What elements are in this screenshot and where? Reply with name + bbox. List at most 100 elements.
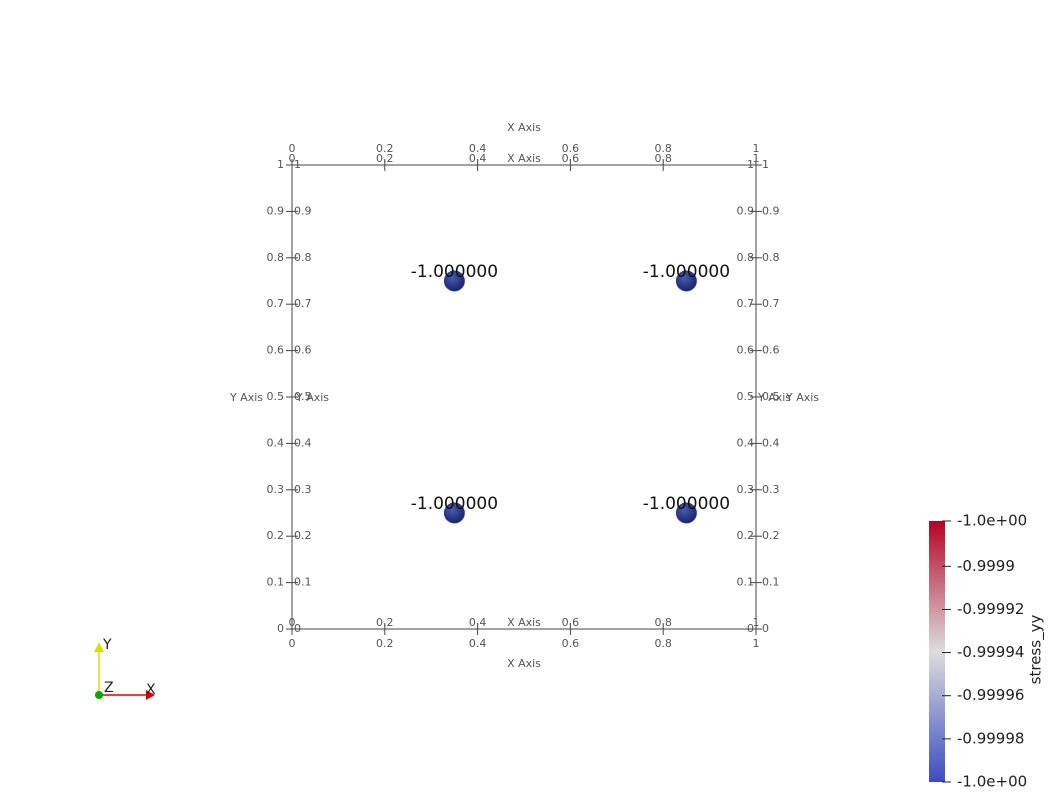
y-axis-title: Y Axis: [785, 391, 819, 404]
x-tick-label: 0.6: [562, 142, 580, 155]
y-tick-label: 0.7: [762, 297, 780, 310]
y-tick-label: 0: [762, 622, 769, 635]
colorbar-tick-label: -0.99994: [957, 643, 1024, 661]
value-label: -1.000000: [411, 262, 498, 282]
y-label: Y: [102, 637, 112, 653]
value-label: -1.000000: [643, 262, 730, 282]
y-tick-label: 0.7: [737, 297, 755, 310]
x-tick-label: 0.6: [562, 152, 580, 165]
x-label: X: [146, 682, 156, 698]
colorbar-tick-label: -0.99998: [957, 729, 1024, 747]
y-tick-label: 0.8: [762, 251, 780, 264]
x-axis-title: X Axis: [507, 657, 541, 670]
colorbar-tick-label: -1.0e+00: [957, 773, 1027, 791]
x-axis-title: X Axis: [507, 616, 541, 629]
y-tick-label: 0: [747, 622, 754, 635]
y-tick-label: 1: [762, 158, 769, 171]
x-tick-label: 0.2: [376, 637, 394, 650]
x-tick-label: 1: [753, 142, 760, 155]
y-tick-label: 1: [277, 158, 284, 171]
x-tick-label: 0.2: [376, 152, 394, 165]
colorbar-tick-label: -1.0e+00: [957, 512, 1027, 530]
x-tick-label: 0.4: [469, 142, 487, 155]
y-tick-label: 0.7: [294, 297, 312, 310]
y-tick-label: 0.2: [762, 529, 780, 542]
y-tick-label: 0.2: [267, 529, 285, 542]
colorbar-tick-label: -0.99992: [957, 600, 1024, 618]
point: [443, 502, 465, 524]
x-tick-label: 0.4: [469, 616, 487, 629]
y-tick-label: 0.9: [737, 204, 755, 217]
x-tick-label: 0.4: [469, 152, 487, 165]
x-arrowhead: [146, 690, 155, 700]
y-tick-label: 0.2: [294, 529, 312, 542]
y-tick-label: 0.3: [294, 483, 312, 496]
x-tick-label: 0: [289, 152, 296, 165]
y-tick-label: 0.4: [762, 436, 780, 449]
y-tick-label: 0.1: [737, 576, 755, 589]
x-tick-label: 1: [753, 637, 760, 650]
y-axis-title: Y Axis: [295, 391, 329, 404]
point: [443, 270, 465, 292]
y-tick-label: 0.6: [737, 344, 755, 357]
colorbar: [929, 521, 945, 782]
y-tick-label: 0: [294, 622, 301, 635]
y-tick-label: 0.9: [762, 204, 780, 217]
y-tick-label: 0.2: [737, 529, 755, 542]
y-tick-label: 0.1: [267, 576, 285, 589]
y-tick-label: 0.9: [294, 204, 312, 217]
x-tick-label: 1: [753, 616, 760, 629]
y-tick-label: 0.9: [267, 204, 285, 217]
x-tick-label: 0.8: [654, 616, 672, 629]
x-axis-title: X Axis: [507, 152, 541, 165]
point: [675, 502, 697, 524]
y-tick-label: 0.6: [762, 344, 780, 357]
y-axis-title: Y Axis: [757, 391, 791, 404]
x-tick-label: 0.2: [376, 616, 394, 629]
x-tick-label: 0.8: [654, 142, 672, 155]
y-arrowhead: [94, 642, 104, 652]
y-tick-label: 0.8: [294, 251, 312, 264]
value-label: -1.000000: [643, 494, 730, 514]
y-tick-label: 0.3: [762, 483, 780, 496]
y-tick-label: 0.1: [762, 576, 780, 589]
y-tick-label: 0.7: [267, 297, 285, 310]
y-tick-label: 0.4: [294, 436, 312, 449]
x-tick-label: 0: [289, 616, 296, 629]
point: [675, 270, 697, 292]
y-tick-label: 0.3: [737, 483, 755, 496]
x-tick-label: 0.8: [654, 152, 672, 165]
y-tick-label: 0.8: [267, 251, 285, 264]
orientation-axes: X Y Z: [94, 637, 156, 700]
y-tick-label: 0: [277, 622, 284, 635]
x-tick-label: 0.4: [469, 637, 487, 650]
x-axis-title: X Axis: [507, 121, 541, 134]
y-tick-label: 1: [294, 158, 301, 171]
y-axis-title: Y Axis: [229, 391, 263, 404]
y-tick-label: 0.4: [737, 436, 755, 449]
y-tick-label: 0.5: [762, 390, 780, 403]
colorbar-title: stress_yy: [1027, 615, 1046, 685]
colorbar-tick-label: -0.9999: [957, 557, 1015, 575]
y-tick-label: 0.8: [737, 251, 755, 264]
x-tick-label: 0: [289, 637, 296, 650]
x-tick-label: 1: [753, 152, 760, 165]
y-tick-label: 0.5: [294, 390, 312, 403]
y-tick-label: 0.5: [737, 390, 755, 403]
x-tick-label: 0: [289, 142, 296, 155]
y-tick-label: 0.1: [294, 576, 312, 589]
x-tick-label: 0.6: [562, 637, 580, 650]
y-tick-label: 0.6: [294, 344, 312, 357]
z-arrow: [95, 691, 103, 699]
x-tick-label: 0.2: [376, 142, 394, 155]
colorbar-tick-label: -0.99996: [957, 686, 1024, 704]
y-tick-label: 0.4: [267, 436, 285, 449]
z-label: Z: [104, 680, 114, 696]
x-tick-label: 0.8: [654, 637, 672, 650]
y-tick-label: 1: [747, 158, 754, 171]
y-tick-label: 0.6: [267, 344, 285, 357]
y-tick-label: 0.3: [267, 483, 285, 496]
value-label: -1.000000: [411, 494, 498, 514]
y-tick-label: 0.5: [267, 390, 285, 403]
